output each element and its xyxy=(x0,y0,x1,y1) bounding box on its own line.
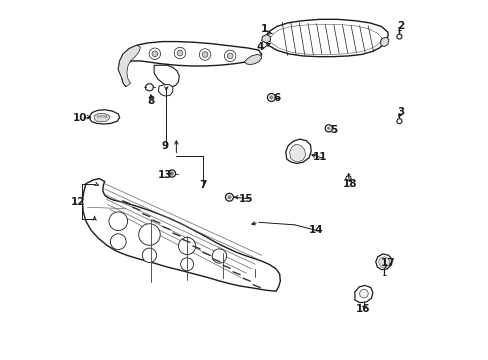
Circle shape xyxy=(325,125,332,132)
Text: 13: 13 xyxy=(157,170,172,180)
Polygon shape xyxy=(89,110,120,124)
Text: 9: 9 xyxy=(161,141,168,151)
Circle shape xyxy=(269,96,273,99)
Circle shape xyxy=(326,127,329,130)
Circle shape xyxy=(109,212,127,230)
Polygon shape xyxy=(94,113,109,122)
Text: 14: 14 xyxy=(308,225,323,235)
Polygon shape xyxy=(118,45,140,87)
Circle shape xyxy=(110,234,126,249)
Circle shape xyxy=(170,172,174,175)
Polygon shape xyxy=(378,257,389,267)
Circle shape xyxy=(396,119,401,124)
Text: 17: 17 xyxy=(380,258,394,268)
Circle shape xyxy=(346,176,350,181)
Text: 5: 5 xyxy=(330,125,337,135)
Text: 12: 12 xyxy=(70,197,85,207)
Polygon shape xyxy=(289,144,305,162)
Circle shape xyxy=(396,34,401,39)
Polygon shape xyxy=(145,84,153,91)
Text: TOYOTA: TOYOTA xyxy=(96,115,107,119)
Text: 16: 16 xyxy=(356,304,370,314)
Polygon shape xyxy=(380,37,388,46)
Circle shape xyxy=(267,94,275,102)
Circle shape xyxy=(152,51,158,57)
Text: 18: 18 xyxy=(343,179,357,189)
Polygon shape xyxy=(158,85,172,96)
Circle shape xyxy=(227,53,233,59)
Polygon shape xyxy=(118,41,261,87)
Text: 1: 1 xyxy=(260,24,267,35)
Text: 8: 8 xyxy=(147,96,155,106)
Circle shape xyxy=(177,50,183,56)
Text: 2: 2 xyxy=(396,21,403,31)
Text: 7: 7 xyxy=(199,180,206,190)
Text: 4: 4 xyxy=(256,42,264,52)
Circle shape xyxy=(225,193,233,201)
Circle shape xyxy=(174,47,185,59)
Text: 6: 6 xyxy=(273,93,280,103)
Text: 11: 11 xyxy=(312,152,326,162)
Circle shape xyxy=(199,49,210,60)
Text: 3: 3 xyxy=(396,107,403,117)
Text: 10: 10 xyxy=(73,113,87,123)
Circle shape xyxy=(142,248,156,262)
Circle shape xyxy=(202,51,207,57)
Polygon shape xyxy=(375,254,391,270)
Circle shape xyxy=(180,258,193,271)
Polygon shape xyxy=(264,19,387,57)
Circle shape xyxy=(227,195,231,199)
Polygon shape xyxy=(244,54,261,64)
Circle shape xyxy=(139,224,160,245)
Polygon shape xyxy=(285,139,310,163)
Polygon shape xyxy=(82,179,280,291)
Text: 15: 15 xyxy=(239,194,253,204)
Circle shape xyxy=(359,289,367,298)
Circle shape xyxy=(149,48,160,59)
Polygon shape xyxy=(354,285,372,303)
Circle shape xyxy=(178,237,195,255)
Polygon shape xyxy=(154,65,179,87)
Circle shape xyxy=(212,249,226,263)
Circle shape xyxy=(168,170,175,177)
Polygon shape xyxy=(261,35,270,43)
Circle shape xyxy=(224,50,235,62)
